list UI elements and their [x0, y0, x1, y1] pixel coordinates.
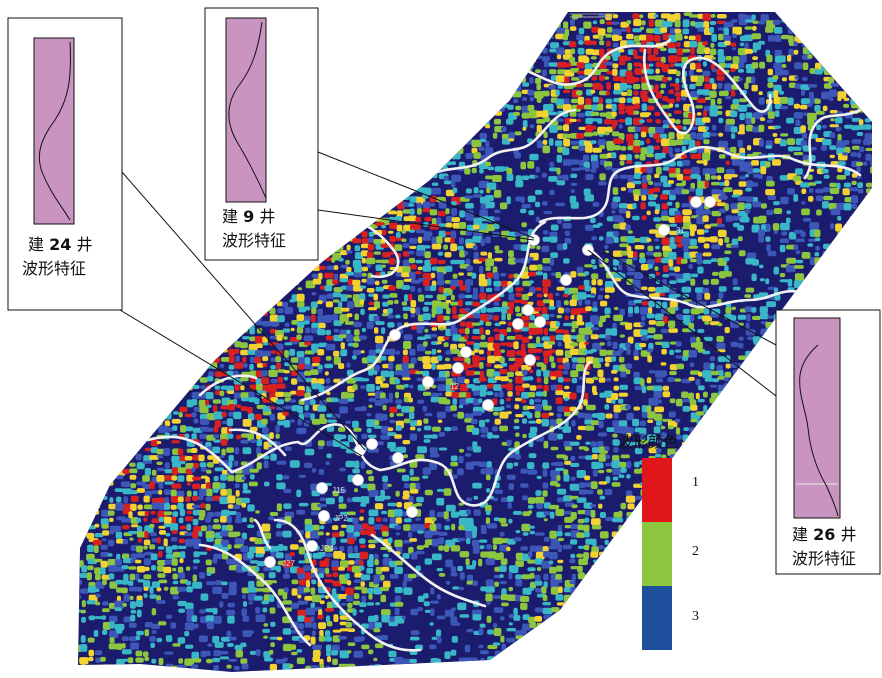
well-marker — [524, 354, 536, 366]
well-marker — [460, 346, 472, 358]
contour-lines — [146, 38, 862, 652]
well-marker — [354, 444, 366, 456]
legend-swatch-3 — [642, 586, 672, 650]
well-marker — [392, 452, 404, 464]
survey-edge-hatch — [570, 13, 615, 18]
well-marker — [534, 316, 546, 328]
callout-26-title: 建 26 井 — [792, 525, 856, 544]
waveform-panel-9 — [225, 17, 267, 203]
well-label: JP2 — [334, 514, 348, 523]
well-label: J27 — [282, 559, 295, 568]
waveform-trace-9 — [228, 21, 267, 199]
callout-24-title: 建 24 井 — [28, 235, 92, 254]
well-marker — [352, 474, 364, 486]
well-marker — [512, 318, 524, 330]
waveform-trace-24 — [38, 41, 71, 221]
legend-label-1: 1 — [692, 475, 699, 490]
legend-label-3: 3 — [692, 609, 699, 624]
well-marker — [366, 438, 378, 450]
well-marker — [522, 304, 534, 316]
legend-swatch-2 — [642, 522, 672, 586]
callout-26-subtitle: 波形特征 — [792, 549, 856, 568]
well-marker — [264, 556, 276, 568]
well-marker — [658, 224, 670, 236]
waveform-panel-26 — [793, 317, 841, 519]
well-marker — [452, 362, 464, 374]
well-marker — [482, 399, 494, 411]
well-marker — [560, 274, 572, 286]
well-marker — [406, 506, 418, 518]
callout-well-24: 建 24 井 波形特征 — [7, 17, 123, 311]
leader-lines — [119, 151, 777, 457]
legend-title: 波形颜色 — [618, 433, 678, 451]
legend-swatch-1 — [642, 458, 672, 522]
well-label: J15 — [332, 486, 345, 495]
callout-well-9: 建 9 井 波形特征 — [204, 7, 319, 261]
well-label: JP4 — [320, 544, 334, 553]
callout-24-subtitle: 波形特征 — [22, 259, 86, 278]
well-marker — [690, 196, 702, 208]
waveform-panel-24 — [33, 37, 75, 225]
legend: 波形颜色 1 2 3 — [618, 433, 699, 650]
well-marker — [422, 376, 434, 388]
callout-9-title: 建 9 井 — [222, 207, 275, 226]
well-marker — [306, 540, 318, 552]
well-label: 12 — [450, 382, 459, 391]
legend-label-2: 2 — [692, 544, 699, 559]
well-label: 31 — [676, 226, 685, 235]
waveform-trace-26 — [799, 344, 839, 517]
callout-9-subtitle: 波形特征 — [222, 231, 286, 250]
well-marker — [704, 196, 716, 208]
well-marker — [316, 482, 328, 494]
well-marker — [318, 510, 330, 522]
callout-well-26: 建 26 井 波形特征 — [775, 309, 881, 575]
well-marker — [389, 329, 401, 341]
